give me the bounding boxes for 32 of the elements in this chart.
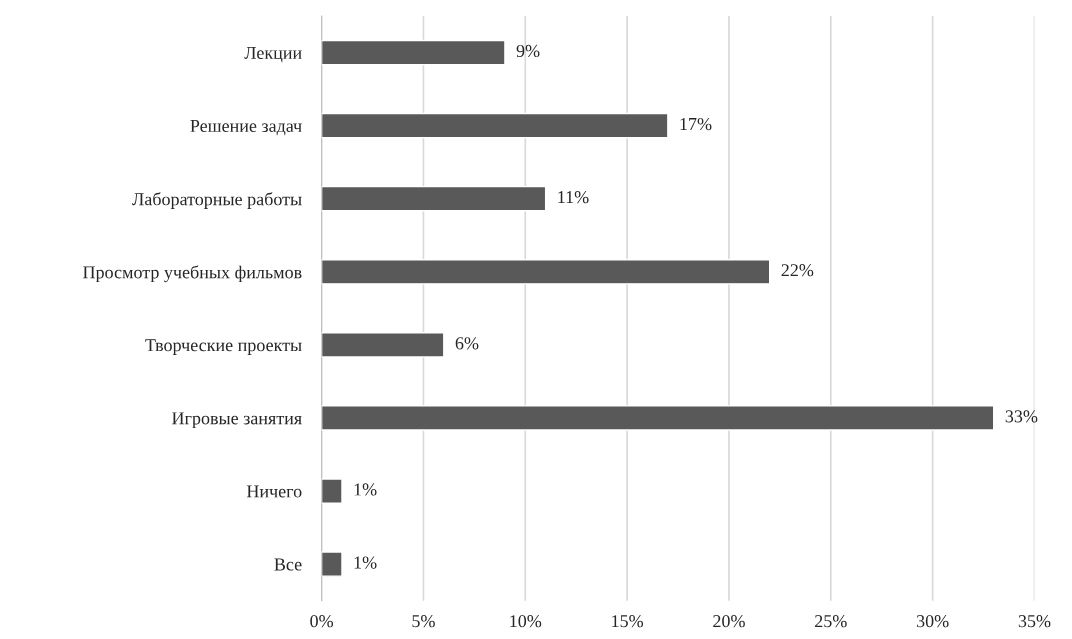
bar [321, 405, 995, 431]
data-label: 6% [455, 337, 479, 350]
bar [321, 332, 445, 358]
bar [321, 551, 343, 577]
data-label: 1% [354, 556, 377, 569]
data-label: 17% [680, 117, 712, 131]
x-tick-label: 35% [1018, 615, 1051, 628]
x-tick-label: 15% [612, 615, 644, 628]
y-tick-label: Игровые занятия [172, 412, 302, 429]
y-tick-label: Творческие проекты [145, 339, 302, 355]
x-tick-label: 5% [412, 615, 435, 628]
y-tick-label: Лабораторные работы [132, 192, 302, 209]
x-tick-label: 25% [815, 615, 847, 628]
data-label: 1% [354, 483, 377, 496]
y-tick-label: Ничего [246, 485, 302, 498]
y-tick-label: Просмотр учебных фильмов [83, 265, 302, 283]
bar [321, 39, 506, 66]
y-tick-label: Решение задач [190, 120, 302, 136]
data-label: 22% [781, 264, 814, 277]
x-tick-label: 20% [713, 615, 745, 628]
data-label: 33% [1005, 410, 1038, 423]
bar [321, 112, 669, 139]
x-tick-label: 0% [310, 615, 334, 628]
data-label: 9% [516, 44, 540, 58]
bar [321, 259, 771, 285]
bar [321, 478, 343, 504]
y-tick-label: Все [274, 558, 302, 571]
y-tick-label: Лекции [244, 46, 302, 63]
data-label: 11% [558, 191, 589, 204]
x-tick-label: 30% [916, 615, 949, 628]
x-tick-label: 10% [510, 615, 542, 628]
bar [321, 185, 547, 212]
